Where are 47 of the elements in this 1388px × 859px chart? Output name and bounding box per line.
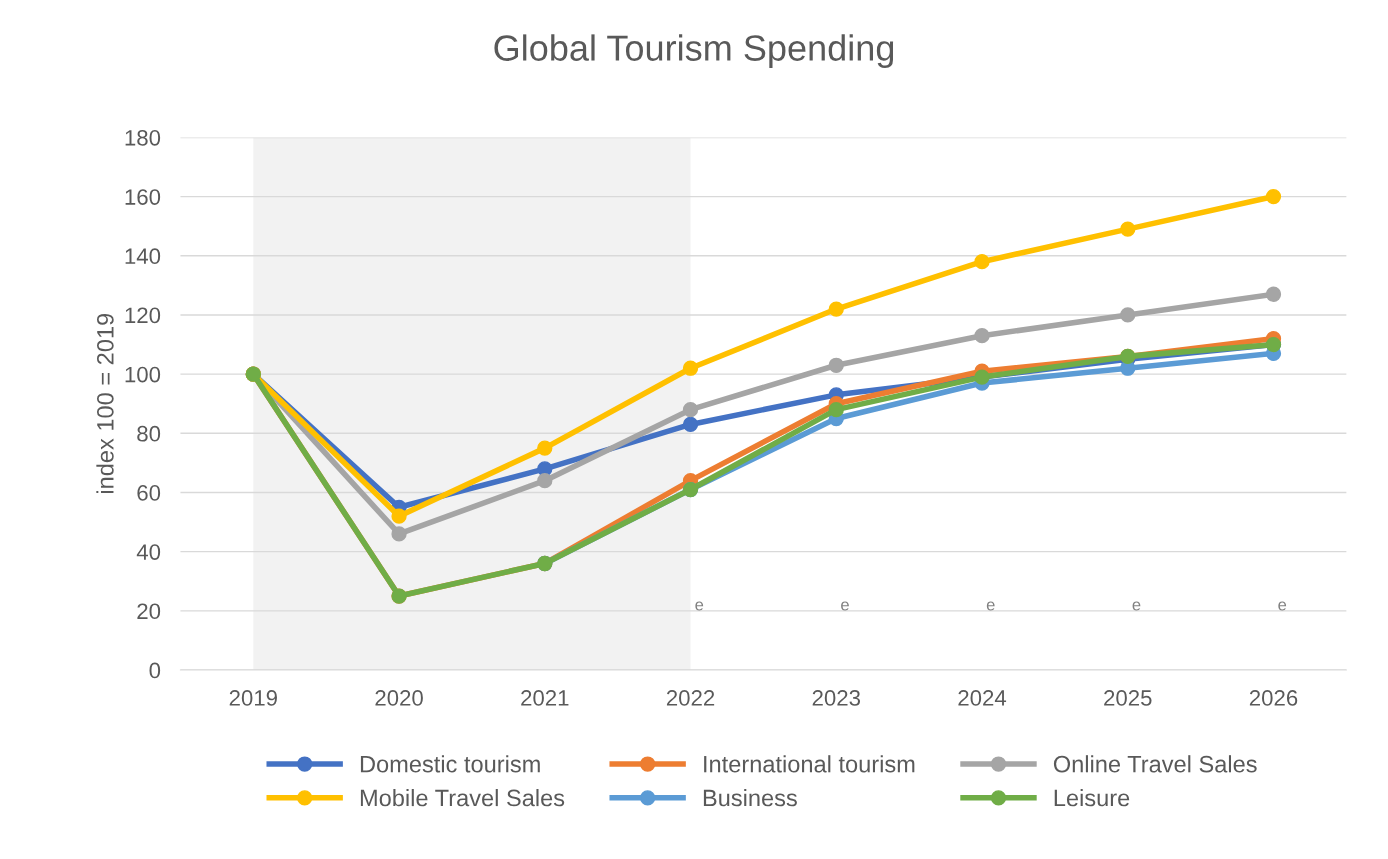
annotation: e: [695, 601, 704, 611]
legend-label: Mobile Travel Sales: [360, 789, 565, 807]
annotation: e: [1278, 601, 1287, 611]
y-tick-label: 40: [136, 544, 161, 560]
y-tick-label: 60: [137, 485, 161, 501]
point: [537, 473, 553, 489]
y-tick-label: 140: [125, 248, 161, 265]
point: [1120, 221, 1136, 237]
annotation: e: [986, 601, 995, 611]
legend-label: Business: [703, 789, 797, 807]
point: [1265, 286, 1282, 302]
point: [828, 402, 844, 418]
x-tick-label: 2021: [521, 690, 569, 706]
y-tick-label: 120: [125, 307, 161, 324]
y-axis-title: index 100 = 2019: [96, 313, 114, 494]
point: [682, 360, 699, 376]
point: [682, 402, 699, 418]
point: [828, 301, 844, 317]
y-tick-label: 160: [125, 189, 161, 205]
x-tick-label: 2026: [1249, 690, 1298, 706]
x-tick-label: 2019: [229, 690, 277, 706]
point: [1265, 188, 1282, 205]
point: [828, 357, 844, 373]
point: [974, 328, 990, 344]
annotation: e: [841, 601, 849, 611]
point: [1120, 307, 1136, 323]
legend-label: Online Travel Sales: [1053, 755, 1257, 773]
y-tick-label: 20: [137, 603, 161, 620]
y-tick-label: 80: [137, 425, 161, 442]
y-tick-label: 0: [149, 662, 161, 679]
point: [391, 526, 407, 542]
x-tick-label: 2020: [375, 690, 423, 706]
x-tick-label: 2024: [958, 690, 1007, 706]
y-tick-label: 180: [125, 129, 161, 146]
x-tick-label: 2022: [666, 690, 715, 706]
point: [974, 254, 990, 270]
y-tick-label: 100: [125, 366, 161, 383]
legend-label: International tourism: [704, 755, 915, 773]
legend-label: Leisure: [1054, 789, 1130, 807]
x-tick-label: 2025: [1104, 690, 1152, 706]
legend-label: Domestic tourism: [360, 755, 540, 773]
chart-title: Global Tourism Spending: [494, 34, 894, 69]
x-tick-label: 2023: [812, 690, 861, 706]
point: [391, 508, 407, 524]
point: [682, 416, 699, 433]
point: [537, 440, 553, 456]
annotation: e: [1132, 601, 1141, 611]
